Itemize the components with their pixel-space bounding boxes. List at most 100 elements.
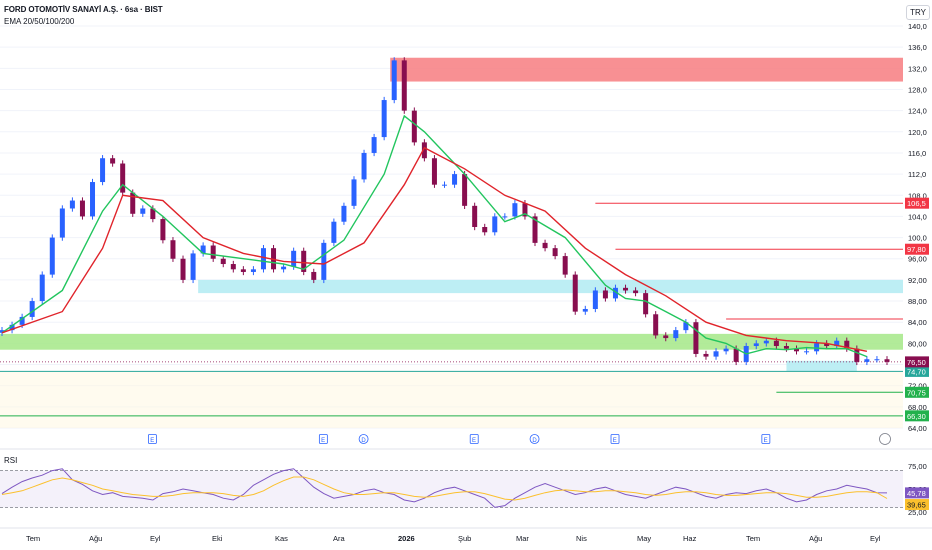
x-tick-label: Nis [576,534,587,543]
candle-body [230,264,236,270]
lower-shade [0,371,903,428]
x-tick-label: Eki [212,534,223,543]
candle-body [854,348,860,362]
y-tick-label: 104,0 [908,212,927,221]
rsi-band [0,470,903,508]
y-tick-label: 96,00 [908,255,927,264]
candle-body [301,250,307,272]
candle-body [130,192,136,214]
candle-body [69,200,75,209]
rsi-value-label: 45,78 [907,489,926,498]
currency-button[interactable]: TRY [906,5,930,20]
candle-body [834,340,840,347]
earnings-marker [147,434,157,444]
level-price-label-bg [905,197,929,209]
y-tick-label: 64,00 [908,424,927,433]
candle-body [452,174,458,185]
candle-body [763,340,769,344]
event-marker-label: E [321,438,325,444]
candle-body [411,110,417,143]
symbol-title[interactable]: FORD OTOMOTİV SANAYİ A.Ş. · 6sa · BIST [4,5,163,14]
candle-body [120,163,126,193]
candle-body [824,343,830,347]
candle-body [442,184,447,186]
candle-body [250,269,256,272]
candle-body [180,258,186,280]
rsi-ma-line [1,476,888,501]
rsi-ma-label: 39,65 [907,501,926,510]
candle-body [79,200,85,217]
candle-body [723,348,729,352]
candle-body [140,208,146,214]
x-tick-label: Tem [26,534,40,543]
candle-body [381,100,387,138]
y-tick-label: 116,0 [908,149,926,158]
candle-body [512,203,518,217]
event-marker-label: D [532,438,537,444]
y-tick-label: 100,0 [908,234,927,243]
candle-body [39,274,45,302]
candle-body [572,274,578,312]
y-tick-label: 88,00 [908,297,927,306]
candle-body [552,248,558,257]
candle-body [783,346,789,349]
candle-body [542,242,548,249]
candle-body [864,359,870,362]
x-tick-label: Şub [458,534,471,543]
y-tick-label: 72,00 [908,382,927,391]
candle-body [582,308,588,312]
candle-body [643,293,649,315]
candle-body [160,219,166,241]
earnings-marker [469,434,479,444]
candle-body [633,290,639,294]
candle-body [90,182,96,217]
x-tick-label: Mar [516,534,529,543]
candle-body [150,208,156,220]
candle-body [29,301,35,317]
candle-body [331,221,337,243]
candle-body [592,290,598,309]
candle-body [482,227,488,233]
y-tick-label: 128,0 [908,85,927,94]
candle-body [844,340,850,349]
indicator-legend-rsi[interactable]: RSI [4,456,18,465]
last-price-label-bg [905,356,929,368]
y-tick-label: 120,0 [908,128,927,137]
y-tick-label: 80,00 [908,339,927,348]
candle-body [341,205,347,222]
level-price-label: 106,5 [907,199,926,208]
level-price-label: 74,70 [907,367,926,376]
level-price-label: 97,80 [907,245,926,254]
candle-body [713,351,719,357]
y-tick-label: 136,0 [908,43,927,52]
candle-body [502,216,508,218]
candle-body [804,351,810,353]
candle-body [190,253,196,280]
indicator-legend-ema[interactable]: EMA 20/50/100/200 [4,17,75,26]
candle-body [321,242,327,280]
candle-body [773,340,779,347]
resistance-zone [390,57,903,82]
alert-icon [879,433,891,445]
rsi-y-tick-label: 75,00 [908,462,927,471]
candle-body [311,271,317,280]
candle-body [391,60,397,101]
earnings-marker [610,434,620,444]
candle-body [0,330,5,333]
candle-body [462,174,468,206]
level-price-label: 66,30 [907,412,926,421]
x-tick-label: Tem [746,534,760,543]
candle-body [522,203,528,217]
event-marker-label: E [613,438,617,444]
candle-body [492,216,498,233]
level-price-label: 70,75 [907,388,926,397]
x-tick-label: Eyl [150,534,161,543]
candle-body [291,250,297,267]
event-marker-label: D [361,438,366,444]
y-tick-label: 84,00 [908,318,927,327]
candle-body [170,240,176,259]
earnings-marker [318,434,328,444]
level-price-label-bg [905,365,929,377]
candle-body [371,137,377,153]
